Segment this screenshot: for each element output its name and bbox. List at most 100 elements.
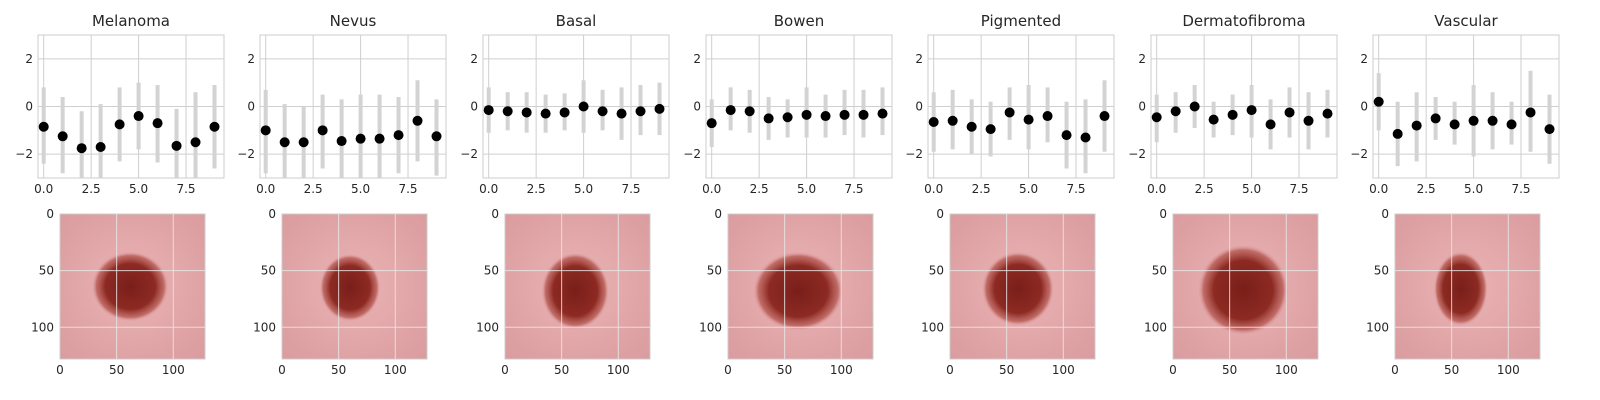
x-tick-label: 7.5 (1511, 182, 1530, 196)
panel-vascular: Vascular 0.0 2.5 5.0 7.5 −2 0 2 0 50 100 0 50 100 (1350, 12, 1560, 377)
data-point (1170, 106, 1181, 117)
x-tick-label: 5.0 (351, 182, 370, 196)
lesion-blob (541, 252, 610, 330)
y-tick-label: 0 (693, 100, 701, 114)
data-point (1151, 112, 1162, 123)
panel-title: Dermatofibroma (1182, 12, 1305, 30)
data-point (171, 140, 182, 151)
image-y-tick-label: 100 (699, 320, 722, 334)
data-point (1322, 108, 1333, 119)
x-tick-label: 0.0 (256, 182, 275, 196)
data-point (1265, 119, 1276, 130)
image-x-tick-label: 100 (1275, 363, 1298, 377)
x-tick-label: 7.5 (621, 182, 640, 196)
data-point (1430, 113, 1441, 124)
lesion-image: 0 50 100 0 50 100 (476, 207, 651, 377)
x-tick-label: 0.0 (702, 182, 721, 196)
panel-bowen: Bowen 0.0 2.5 5.0 7.5 −2 0 2 0 50 100 0 50 100 (683, 12, 893, 377)
data-point (858, 109, 869, 120)
data-point (133, 111, 144, 122)
data-point (839, 109, 850, 120)
data-point (1189, 101, 1200, 112)
y-tick-label: −2 (905, 147, 923, 161)
image-x-tick-label: 0 (724, 363, 732, 377)
image-y-tick-label: 50 (929, 264, 944, 278)
x-tick-label: 5.0 (129, 182, 148, 196)
data-point (374, 133, 385, 144)
image-y-tick-label: 0 (46, 207, 54, 221)
lesion-image: 0 50 100 0 50 100 (1366, 207, 1541, 377)
x-tick-label: 2.5 (972, 182, 991, 196)
data-point (209, 121, 220, 132)
data-point (1506, 119, 1517, 130)
lesion-image: 0 50 100 0 50 100 (921, 207, 1096, 377)
image-y-tick-label: 100 (31, 320, 54, 334)
data-point (1468, 115, 1479, 126)
data-point (1042, 111, 1053, 122)
image-x-tick-label: 100 (607, 363, 630, 377)
x-tick-label: 7.5 (398, 182, 417, 196)
image-x-tick-label: 0 (1169, 363, 1177, 377)
data-point (298, 137, 309, 148)
lesion-image: 0 50 100 0 50 100 (699, 207, 874, 377)
data-point (540, 108, 551, 119)
data-marks (706, 87, 888, 148)
image-x-tick-label: 0 (501, 363, 509, 377)
x-tick-label: 0.0 (1369, 182, 1388, 196)
data-point (1004, 107, 1015, 118)
data-point (279, 137, 290, 148)
image-y-tick-label: 100 (921, 320, 944, 334)
image-y-tick-label: 100 (476, 320, 499, 334)
x-tick-label: 7.5 (1289, 182, 1308, 196)
data-point (578, 101, 589, 112)
data-point (1023, 114, 1034, 125)
data-point (1284, 107, 1295, 118)
image-x-tick-label: 0 (278, 363, 286, 377)
image-y-tick-label: 0 (491, 207, 499, 221)
image-x-tick-label: 100 (1052, 363, 1075, 377)
data-point (1061, 130, 1072, 141)
data-point (114, 119, 125, 130)
y-tick-label: 2 (25, 52, 33, 66)
image-x-tick-label: 50 (999, 363, 1014, 377)
image-x-tick-label: 100 (384, 363, 407, 377)
x-tick-label: 2.5 (304, 182, 323, 196)
lesion-blob (1197, 244, 1289, 336)
panel-title: Pigmented (981, 12, 1061, 30)
image-x-tick-label: 50 (331, 363, 346, 377)
data-point (483, 105, 494, 116)
data-point (1208, 114, 1219, 125)
y-tick-label: 0 (25, 100, 33, 114)
data-point (1544, 124, 1555, 135)
data-point (928, 116, 939, 127)
image-x-tick-label: 50 (1222, 363, 1237, 377)
data-marks (483, 80, 665, 140)
data-point (190, 137, 201, 148)
data-marks (38, 82, 220, 178)
panel-title: Vascular (1434, 12, 1498, 30)
data-point (355, 133, 366, 144)
lesion-blob (91, 251, 169, 322)
x-tick-label: 2.5 (750, 182, 769, 196)
x-tick-label: 2.5 (527, 182, 546, 196)
image-x-tick-label: 50 (777, 363, 792, 377)
x-tick-label: 5.0 (1242, 182, 1261, 196)
y-tick-label: 0 (1138, 100, 1146, 114)
panel-basal: Basal 0.0 2.5 5.0 7.5 −2 0 2 0 50 100 0 50 100 (460, 12, 670, 377)
data-point (820, 111, 831, 122)
data-point (985, 124, 996, 135)
data-point (152, 118, 163, 129)
y-tick-label: 0 (915, 100, 923, 114)
data-point (1411, 120, 1422, 131)
lesion-blob (1433, 251, 1488, 327)
image-x-tick-label: 100 (830, 363, 853, 377)
x-tick-label: 5.0 (1464, 182, 1483, 196)
y-tick-label: 0 (1360, 100, 1368, 114)
data-point (1525, 107, 1536, 118)
image-x-tick-label: 0 (1391, 363, 1399, 377)
panel-pigmented: Pigmented 0.0 2.5 5.0 7.5 −2 0 2 0 50 100 0 50 100 (905, 12, 1115, 377)
data-point (431, 131, 442, 142)
data-point (635, 106, 646, 117)
data-point (763, 113, 774, 124)
